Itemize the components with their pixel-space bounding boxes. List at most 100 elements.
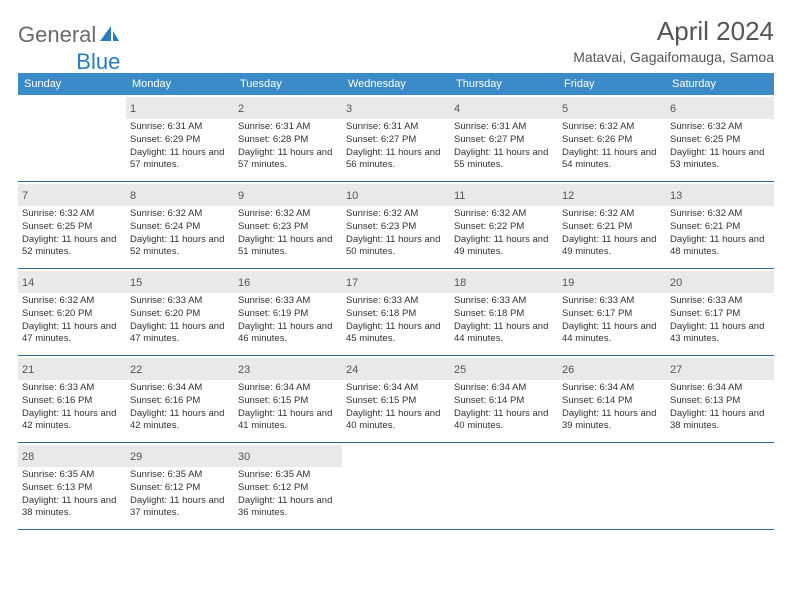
daylight-text: Daylight: 11 hours and 42 minutes. [130, 408, 230, 434]
daylight-text: Daylight: 11 hours and 48 minutes. [670, 234, 770, 260]
day-cell: 6 Sunrise: 6:32 AMSunset: 6:25 PMDaylight… [666, 95, 774, 181]
daylight-text: Daylight: 11 hours and 39 minutes. [562, 408, 662, 434]
day-cell: 21Sunrise: 6:33 AMSunset: 6:16 PMDayligh… [18, 356, 126, 442]
day-number: 24 [346, 364, 358, 376]
day-cell: 30Sunrise: 6:35 AMSunset: 6:12 PMDayligh… [234, 443, 342, 529]
sunrise-text: Sunrise: 6:32 AM [670, 121, 770, 134]
sunrise-text: Sunrise: 6:34 AM [130, 382, 230, 395]
day-number-bar: 2 [234, 97, 342, 119]
sunrise-text: Sunrise: 6:32 AM [346, 208, 446, 221]
day-header: Wednesday [342, 73, 450, 95]
day-header: Saturday [666, 73, 774, 95]
sunrise-text: Sunrise: 6:31 AM [238, 121, 338, 134]
sunrise-text: Sunrise: 6:35 AM [22, 469, 122, 482]
day-number: 16 [238, 277, 250, 289]
daylight-text: Daylight: 11 hours and 42 minutes. [22, 408, 122, 434]
sunrise-text: Sunrise: 6:34 AM [670, 382, 770, 395]
day-cell: 27Sunrise: 6:34 AMSunset: 6:13 PMDayligh… [666, 356, 774, 442]
sunset-text: Sunset: 6:20 PM [130, 308, 230, 321]
day-number-bar: 19 [558, 271, 666, 293]
daylight-text: Daylight: 11 hours and 41 minutes. [238, 408, 338, 434]
sunrise-text: Sunrise: 6:33 AM [562, 295, 662, 308]
sunset-text: Sunset: 6:27 PM [454, 134, 554, 147]
day-number-bar: 8 [126, 184, 234, 206]
day-number-bar: 20 [666, 271, 774, 293]
sunset-text: Sunset: 6:22 PM [454, 221, 554, 234]
sunset-text: Sunset: 6:19 PM [238, 308, 338, 321]
day-cell: 9Sunrise: 6:32 AMSunset: 6:23 PMDaylight… [234, 182, 342, 268]
day-cell: 13Sunrise: 6:32 AMSunset: 6:21 PMDayligh… [666, 182, 774, 268]
day-number: 19 [562, 277, 574, 289]
day-number-bar: 11 [450, 184, 558, 206]
day-number: 2 [238, 103, 244, 115]
day-cell: 29Sunrise: 6:35 AMSunset: 6:12 PMDayligh… [126, 443, 234, 529]
day-header-row: Sunday Monday Tuesday Wednesday Thursday… [18, 73, 774, 95]
day-number: 10 [346, 190, 358, 202]
day-number-bar: 23 [234, 358, 342, 380]
day-cell: 25Sunrise: 6:34 AMSunset: 6:14 PMDayligh… [450, 356, 558, 442]
day-number-bar: 26 [558, 358, 666, 380]
daylight-text: Daylight: 11 hours and 57 minutes. [130, 147, 230, 173]
sunset-text: Sunset: 6:21 PM [562, 221, 662, 234]
day-cell: 26 Sunrise: 6:34 AMSunset: 6:14 PMDayligh… [558, 356, 666, 442]
sunrise-text: Sunrise: 6:31 AM [130, 121, 230, 134]
day-number-bar: 1 [126, 97, 234, 119]
daylight-text: Daylight: 11 hours and 46 minutes. [238, 321, 338, 347]
sunrise-text: Sunrise: 6:32 AM [238, 208, 338, 221]
day-cell: 11Sunrise: 6:32 AMSunset: 6:22 PMDayligh… [450, 182, 558, 268]
day-cell: 10Sunrise: 6:32 AMSunset: 6:23 PMDayligh… [342, 182, 450, 268]
sunset-text: Sunset: 6:25 PM [670, 134, 770, 147]
day-cell: 24Sunrise: 6:34 AMSunset: 6:15 PMDayligh… [342, 356, 450, 442]
day-number-bar: 17 [342, 271, 450, 293]
day-number-bar: 25 [450, 358, 558, 380]
daylight-text: Daylight: 11 hours and 54 minutes. [562, 147, 662, 173]
day-number-bar: 9 [234, 184, 342, 206]
day-number: 22 [130, 364, 142, 376]
sunrise-text: Sunrise: 6:33 AM [454, 295, 554, 308]
day-cell: 19Sunrise: 6:33 AMSunset: 6:17 PMDayligh… [558, 269, 666, 355]
day-cell: 20Sunrise: 6:33 AMSunset: 6:17 PMDayligh… [666, 269, 774, 355]
week-row: 14Sunrise: 6:32 AMSunset: 6:20 PMDayligh… [18, 269, 774, 356]
day-cell [450, 443, 558, 529]
daylight-text: Daylight: 11 hours and 57 minutes. [238, 147, 338, 173]
day-number-bar: 22 [126, 358, 234, 380]
sunset-text: Sunset: 6:18 PM [454, 308, 554, 321]
day-number-bar: 7 [18, 184, 126, 206]
sunset-text: Sunset: 6:29 PM [130, 134, 230, 147]
day-number: 4 [454, 103, 460, 115]
sunset-text: Sunset: 6:23 PM [238, 221, 338, 234]
daylight-text: Daylight: 11 hours and 56 minutes. [346, 147, 446, 173]
day-number: 29 [130, 451, 142, 463]
sunset-text: Sunset: 6:27 PM [346, 134, 446, 147]
daylight-text: Daylight: 11 hours and 52 minutes. [22, 234, 122, 260]
sunset-text: Sunset: 6:15 PM [238, 395, 338, 408]
daylight-text: Daylight: 11 hours and 38 minutes. [22, 495, 122, 521]
day-number-bar: 28 [18, 445, 126, 467]
sunset-text: Sunset: 6:14 PM [562, 395, 662, 408]
sunrise-text: Sunrise: 6:31 AM [346, 121, 446, 134]
day-cell [18, 95, 126, 181]
daylight-text: Daylight: 11 hours and 53 minutes. [670, 147, 770, 173]
sunrise-text: Sunrise: 6:33 AM [238, 295, 338, 308]
day-number: 7 [22, 190, 28, 202]
daylight-text: Daylight: 11 hours and 36 minutes. [238, 495, 338, 521]
sunrise-text: Sunrise: 6:33 AM [130, 295, 230, 308]
day-header: Friday [558, 73, 666, 95]
sunrise-text: Sunrise: 6:33 AM [670, 295, 770, 308]
sunset-text: Sunset: 6:16 PM [130, 395, 230, 408]
day-cell: 14Sunrise: 6:32 AMSunset: 6:20 PMDayligh… [18, 269, 126, 355]
day-number-bar: 16 [234, 271, 342, 293]
daylight-text: Daylight: 11 hours and 47 minutes. [22, 321, 122, 347]
sunrise-text: Sunrise: 6:33 AM [346, 295, 446, 308]
day-cell [342, 443, 450, 529]
day-cell: 2Sunrise: 6:31 AMSunset: 6:28 PMDaylight… [234, 95, 342, 181]
day-number: 28 [22, 451, 34, 463]
day-number-bar: 6 [666, 97, 774, 119]
sunrise-text: Sunrise: 6:34 AM [562, 382, 662, 395]
day-number-bar: 30 [234, 445, 342, 467]
day-cell: 5Sunrise: 6:32 AMSunset: 6:26 PMDaylight… [558, 95, 666, 181]
daylight-text: Daylight: 11 hours and 55 minutes. [454, 147, 554, 173]
sunrise-text: Sunrise: 6:33 AM [22, 382, 122, 395]
day-header: Sunday [18, 73, 126, 95]
sunset-text: Sunset: 6:25 PM [22, 221, 122, 234]
